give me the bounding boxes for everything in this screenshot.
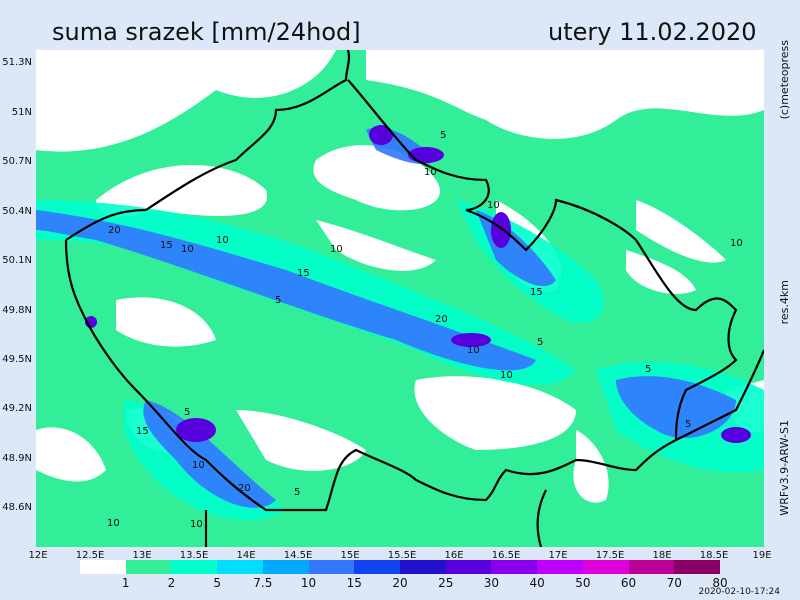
legend-swatch [354,560,401,574]
legend-swatch [217,560,263,574]
lon-label: 15E [340,550,360,561]
contour-label: 10 [216,235,229,246]
contour-label: 15 [136,426,149,437]
contour-label: 5 [645,364,652,375]
legend-label: 20 [392,576,408,590]
contour-label: 10 [500,370,513,381]
legend-swatch [308,560,355,574]
contour-label: 10 [192,460,205,471]
legend-label: 60 [620,576,637,590]
legend-swatch [445,560,492,574]
contour-label: 10 [181,244,194,255]
contour-label: 15 [160,240,173,251]
color-legend [80,560,721,574]
lon-label: 15.5E [387,550,417,561]
lon-label: 13.5E [179,550,209,561]
lat-label: 49.8N [2,305,32,316]
lon-label: 16.5E [491,550,521,561]
contour-label: 10 [467,345,480,356]
contour-label: 10 [730,238,743,249]
map-title: suma srazek [mm/24hod] [52,18,361,46]
legend-label: 1 [121,576,130,590]
lon-label: 14.5E [283,550,313,561]
legend-label: 40 [529,576,545,590]
contour-label: 5 [440,130,447,141]
lon-label: 12.5E [75,550,105,561]
model-label: WRFv3.9-ARW-S1 [778,420,791,516]
contour-label: 10 [107,518,120,529]
legend-label: 10 [300,576,317,590]
legend-swatch [628,560,675,574]
lon-label: 18E [652,550,672,561]
legend-swatch [125,560,172,574]
legend-label: 15 [346,576,362,590]
lon-label: 12E [28,550,48,561]
legend-swatch [582,560,629,574]
legend-swatch [171,560,218,574]
legend-label: 50 [575,576,591,590]
contour-label: 20 [238,483,251,494]
contour-label: 20 [435,314,448,325]
contour-label: 10 [330,244,343,255]
contour-label: 5 [275,295,282,306]
forecast-date: utery 11.02.2020 [548,18,757,46]
lat-label: 48.9N [2,453,32,464]
legend-label: 2 [167,576,176,590]
contour-label: 5 [184,407,191,418]
legend-swatch [400,560,446,574]
lon-label: 14E [236,550,256,561]
legend-label: 30 [483,576,500,590]
legend-label: 70 [666,576,682,590]
legend-label: 80 [712,576,728,590]
secondary-border [204,349,764,547]
precipitation-map [36,50,764,547]
legend-label: 25 [438,576,454,590]
lon-label: 16E [444,550,464,561]
lat-label: 50.1N [2,255,32,266]
contour-label: 15 [297,268,310,279]
lat-label: 49.5N [2,354,32,365]
lon-label: 19E [752,550,772,561]
contour-label: 10 [190,519,203,530]
lat-label: 51.3N [2,57,32,68]
country-border [64,50,738,512]
lon-label: 17E [548,550,568,561]
lat-label: 51N [11,107,32,118]
contour-label: 15 [530,287,543,298]
legend-swatch [491,560,538,574]
contour-label: 20 [108,225,121,236]
lon-label: 13E [132,550,152,561]
contour-label: 5 [537,337,544,348]
contour-label: 10 [424,167,437,178]
contour-label: 5 [294,487,301,498]
lat-label: 50.7N [2,156,32,167]
lon-label: 17.5E [595,550,625,561]
credit-label: (c)meteopress [778,40,791,120]
legend-swatch [80,560,126,574]
resolution-label: res.4km [778,280,791,325]
lat-label: 50.4N [2,206,32,217]
legend-swatch [537,560,583,574]
lat-label: 49.2N [2,403,32,414]
legend-swatch [674,560,721,574]
lat-label: 48.6N [2,502,32,513]
legend-label: 7.5 [253,576,273,590]
contour-label: 10 [487,200,500,211]
legend-swatch [262,560,309,574]
contour-label: 5 [685,419,692,430]
timestamp: 2020-02-10-17:24 [698,587,781,597]
lon-label: 18.5E [699,550,729,561]
legend-label: 5 [213,576,221,590]
